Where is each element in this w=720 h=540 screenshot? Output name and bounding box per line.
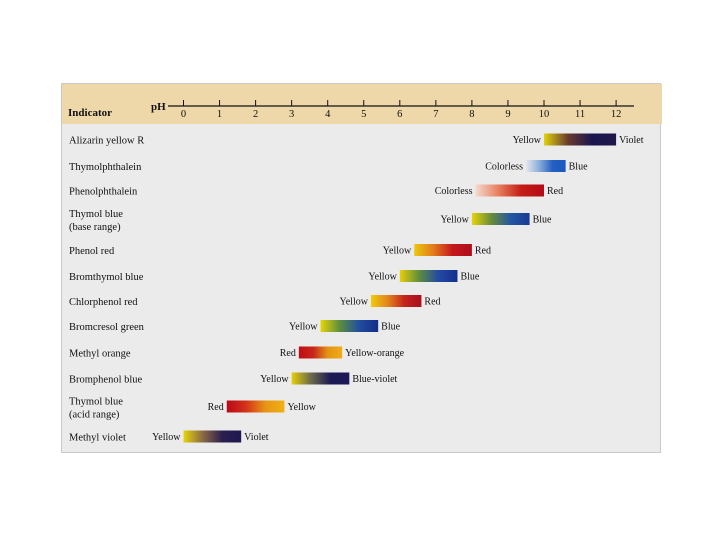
indicator-name: Phenol red (69, 246, 115, 257)
ph-tick-label: 7 (433, 109, 438, 120)
ph-axis-label: pH (151, 101, 166, 113)
indicator-name: Chlorphenol red (69, 297, 138, 308)
high-ph-color-label: Violet (619, 135, 644, 146)
low-ph-color-label: Yellow (513, 135, 542, 146)
low-ph-color-label: Red (208, 402, 224, 413)
low-ph-color-label: Yellow (440, 215, 469, 226)
indicator-name: Thymolphthalein (69, 162, 142, 173)
ph-tick-label: 6 (397, 109, 402, 120)
indicator-name: Bromphenol blue (69, 375, 143, 386)
ph-tick-label: 3 (289, 109, 294, 120)
high-ph-color-label: Red (475, 246, 491, 257)
indicator-name: (base range) (69, 222, 121, 233)
ph-tick-label: 5 (361, 109, 366, 120)
transition-range-bar (414, 244, 472, 256)
indicator-name: Phenolphthalein (69, 187, 138, 198)
low-ph-color-label: Colorless (435, 186, 473, 197)
indicator-rows: Alizarin yellow R Yellow Violet Thymolphtha… (69, 133, 644, 444)
indicator-name: Bromthymol blue (69, 272, 144, 283)
header-band (62, 84, 662, 124)
ph-ticks: 0 1 2 3 4 5 6 7 8 9 10 11 12 (181, 100, 621, 120)
transition-range-bar (291, 372, 350, 385)
low-ph-color-label: Yellow (383, 246, 412, 257)
low-ph-color-label: Yellow (289, 322, 318, 333)
ph-tick-label: 4 (325, 109, 331, 120)
indicator-column-label: Indicator (68, 107, 112, 119)
low-ph-color-label: Red (280, 348, 296, 359)
high-ph-color-label: Yellow (287, 402, 316, 413)
transition-range-bar (370, 295, 422, 307)
high-ph-color-label: Red (547, 186, 563, 197)
ph-tick-label: 11 (575, 109, 585, 120)
transition-range-bar (320, 320, 379, 332)
transition-range-bar (475, 184, 544, 197)
indicator-chart: Indicator pH 0 1 2 3 4 5 6 7 8 9 10 11 12 Alizarin y… (62, 84, 662, 444)
ph-tick-label: 1 (217, 109, 222, 120)
high-ph-color-label: Yellow-orange (345, 348, 405, 359)
transition-range-bar (183, 430, 242, 443)
low-ph-color-label: Yellow (260, 374, 289, 385)
indicator-chart-panel: Indicator pH 0 1 2 3 4 5 6 7 8 9 10 11 12 Alizarin y… (61, 83, 662, 453)
low-ph-color-label: Yellow (368, 272, 397, 283)
high-ph-color-label: Blue (460, 272, 479, 283)
ph-tick-label: 8 (469, 109, 474, 120)
indicator-name: Thymol blue (69, 397, 123, 408)
indicator-name: Methyl violet (69, 433, 126, 444)
ph-tick-label: 9 (505, 109, 510, 120)
transition-range-bar (471, 213, 530, 225)
high-ph-color-label: Blue (533, 215, 552, 226)
indicator-name: Bromcresol green (69, 322, 145, 333)
indicator-name: Alizarin yellow R (69, 136, 144, 147)
transition-range-bar (298, 346, 343, 359)
low-ph-color-label: Yellow (340, 297, 369, 308)
low-ph-color-label: Yellow (152, 432, 181, 443)
transition-range-bar (399, 270, 458, 282)
indicator-name: Methyl orange (69, 349, 131, 360)
ph-tick-label: 0 (181, 109, 186, 120)
indicator-name: Thymol blue (69, 209, 123, 220)
ph-tick-label: 2 (253, 109, 258, 120)
transition-range-bar (226, 400, 285, 413)
high-ph-color-label: Blue (569, 162, 588, 173)
transition-range-bar (525, 160, 566, 172)
indicator-name: (acid range) (69, 410, 120, 421)
low-ph-color-label: Colorless (485, 162, 523, 173)
high-ph-color-label: Red (424, 297, 440, 308)
high-ph-color-label: Violet (244, 432, 269, 443)
ph-tick-label: 12 (611, 109, 622, 120)
high-ph-color-label: Blue (381, 322, 400, 333)
ph-tick-label: 10 (539, 109, 550, 120)
transition-range-bar (544, 133, 617, 146)
high-ph-color-label: Blue-violet (352, 374, 397, 385)
